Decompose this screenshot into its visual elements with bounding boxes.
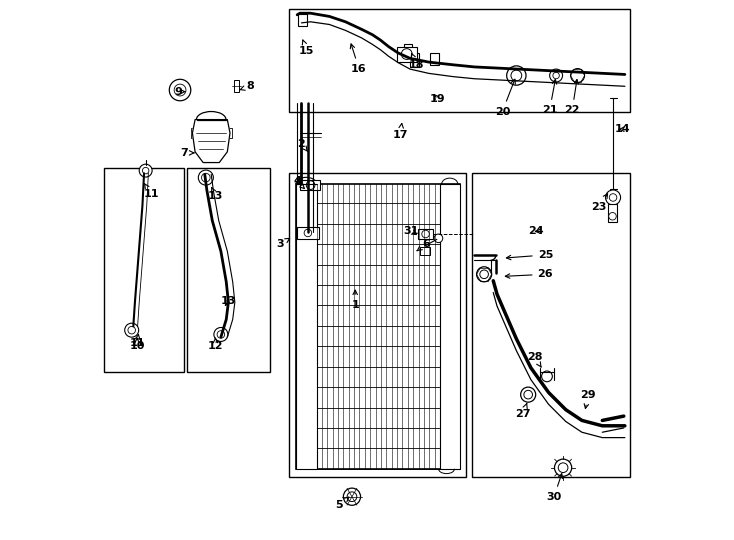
Text: 29: 29 (581, 390, 596, 408)
Text: 11: 11 (143, 184, 159, 199)
Circle shape (344, 488, 360, 505)
Circle shape (524, 390, 532, 399)
Bar (289, 9, 631, 112)
Circle shape (125, 323, 139, 337)
Circle shape (520, 387, 536, 402)
Bar (226, 127, 232, 138)
Circle shape (304, 229, 312, 237)
Bar (472, 173, 631, 477)
Text: 28: 28 (527, 352, 542, 367)
Text: 11: 11 (129, 334, 145, 348)
Circle shape (570, 69, 584, 83)
Bar (608, 205, 617, 221)
Circle shape (142, 167, 149, 174)
Circle shape (476, 267, 492, 282)
Text: 7: 7 (181, 148, 194, 158)
Text: 19: 19 (430, 94, 446, 104)
Bar (187, 168, 270, 372)
Bar (418, 229, 433, 239)
Text: 4: 4 (293, 177, 305, 188)
Text: 8: 8 (240, 82, 254, 91)
Text: 1: 1 (352, 290, 359, 310)
Text: 12: 12 (208, 338, 223, 352)
Circle shape (609, 194, 617, 201)
Text: 16: 16 (350, 44, 367, 73)
Text: 24: 24 (528, 226, 544, 237)
Circle shape (606, 190, 620, 205)
Circle shape (306, 181, 315, 190)
Text: 30: 30 (546, 474, 562, 502)
Circle shape (347, 492, 357, 502)
Text: 20: 20 (495, 79, 515, 117)
Circle shape (170, 79, 191, 101)
Circle shape (214, 327, 228, 341)
Text: 18: 18 (409, 53, 424, 70)
Circle shape (128, 326, 136, 334)
Polygon shape (192, 119, 230, 163)
Text: 23: 23 (592, 194, 608, 212)
Text: 13: 13 (221, 296, 236, 306)
Circle shape (422, 230, 429, 238)
Circle shape (202, 173, 210, 182)
Bar (191, 127, 196, 138)
Circle shape (401, 49, 412, 59)
Circle shape (559, 463, 568, 472)
Bar (410, 53, 418, 67)
Text: 5: 5 (335, 497, 349, 510)
Text: 6: 6 (417, 239, 430, 251)
Text: 3: 3 (276, 238, 290, 249)
Circle shape (553, 72, 559, 79)
Text: 2: 2 (297, 139, 308, 152)
Bar (420, 247, 430, 255)
Circle shape (542, 371, 553, 382)
Text: 15: 15 (299, 40, 314, 56)
Bar (430, 53, 439, 65)
Bar (103, 168, 184, 372)
Bar (298, 14, 307, 25)
Text: 14: 14 (614, 124, 630, 134)
Bar (440, 184, 460, 469)
Text: 22: 22 (564, 79, 580, 115)
Circle shape (550, 69, 562, 82)
Text: 21: 21 (542, 79, 557, 115)
Circle shape (174, 84, 186, 96)
Text: 9: 9 (174, 86, 185, 97)
Text: 31: 31 (404, 226, 418, 237)
Bar (289, 173, 466, 477)
Bar (233, 80, 239, 92)
Text: 17: 17 (393, 124, 408, 140)
Text: 26: 26 (505, 269, 553, 279)
Circle shape (217, 330, 225, 338)
Text: 25: 25 (506, 250, 553, 260)
Text: 13: 13 (208, 188, 223, 201)
Bar (297, 227, 319, 239)
Circle shape (608, 213, 617, 220)
Circle shape (506, 66, 526, 85)
Circle shape (139, 164, 152, 177)
Bar (404, 44, 412, 58)
Circle shape (480, 270, 488, 279)
Circle shape (198, 170, 214, 185)
Bar (296, 184, 316, 469)
Text: 27: 27 (515, 403, 531, 419)
Bar (300, 180, 320, 191)
Circle shape (434, 234, 443, 242)
Text: 10: 10 (129, 338, 145, 352)
Bar (296, 184, 460, 469)
Circle shape (554, 459, 572, 476)
Bar (396, 46, 417, 62)
Circle shape (511, 70, 522, 81)
